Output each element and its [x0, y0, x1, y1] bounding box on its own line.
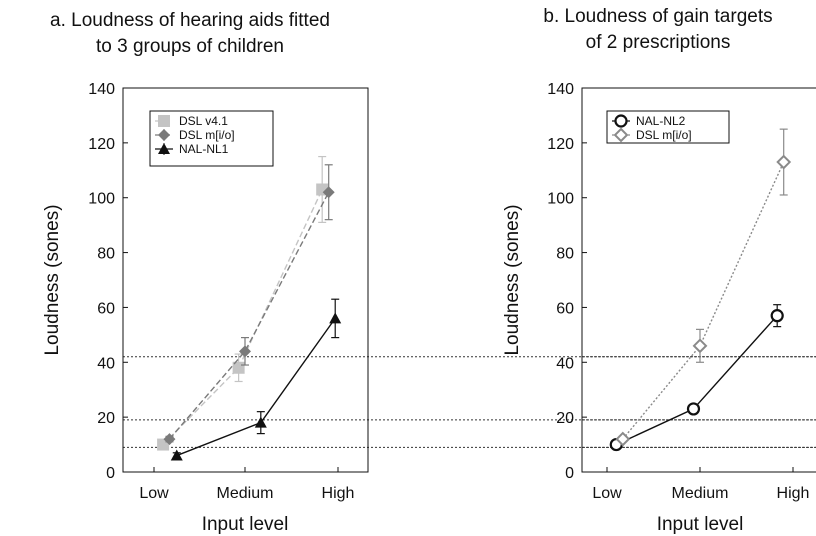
panel-b: b. Loudness of gain targets of 2 prescri…	[502, 6, 816, 535]
panel-b-title-line2: of 2 prescriptions	[586, 32, 731, 53]
x-tick-label: Low	[592, 485, 622, 502]
y-tick-label: 120	[547, 136, 574, 153]
series-nal-nl1	[170, 298, 342, 461]
y-tick-label: 100	[547, 191, 574, 208]
panel-b-title-line1: b. Loudness of gain targets	[543, 6, 772, 27]
y-tick-label: 80	[97, 246, 115, 263]
data-point-nal-nl2	[770, 309, 784, 323]
y-tick-label: 100	[88, 191, 115, 208]
y-tick-label: 80	[556, 246, 574, 263]
panel-a-y-axis-label: Loudness (sones)	[42, 204, 63, 355]
data-point-nal-nl1	[170, 449, 183, 461]
legend-label-dsl-m-i-o: DSL m[i/o]	[179, 128, 235, 142]
series-line-nal-nl2	[616, 315, 778, 446]
legend-label-nal-nl2: NAL-NL2	[636, 114, 686, 128]
data-point-dsl-m-i-o	[776, 154, 792, 170]
legend-marker-dsl-m-i-o	[613, 127, 629, 143]
y-tick-label: 140	[547, 81, 574, 98]
series-nal-nl2	[609, 304, 784, 452]
y-tick-label: 140	[88, 81, 115, 98]
panel-a-x-ticks: Low Medium High	[139, 467, 354, 502]
data-point-dsl-m-i-o	[322, 186, 335, 199]
data-point-dsl-m-i-o	[163, 433, 176, 446]
panel-a-series	[157, 155, 342, 461]
panel-a: a. Loudness of hearing aids fitted to 3 …	[42, 10, 816, 535]
data-point-dsl-m-i-o	[615, 431, 631, 447]
legend-label-nal-nl1: NAL-NL1	[179, 142, 229, 156]
panel-a-y-ticks: 0 20 40 60 80 100 120 140	[88, 81, 128, 482]
y-tick-label: 20	[556, 410, 574, 427]
panel-a-title-line2: to 3 groups of children	[96, 36, 284, 57]
y-tick-label: 40	[556, 355, 574, 372]
y-tick-label: 60	[97, 300, 115, 317]
x-tick-label: Medium	[217, 485, 274, 502]
series-dsl-m-i-o	[615, 128, 792, 447]
data-point-dsl-m-i-o	[239, 345, 251, 358]
x-tick-label: Low	[139, 485, 169, 502]
panel-b-reference-lines	[582, 356, 816, 448]
panel-a-title-line1: a. Loudness of hearing aids fitted	[50, 10, 330, 31]
series-dsl-v4-1	[157, 155, 329, 451]
legend-box	[149, 110, 274, 167]
y-tick-label: 60	[556, 300, 574, 317]
y-tick-label: 20	[97, 410, 115, 427]
data-point-nal-nl1	[254, 416, 267, 428]
x-tick-label: High	[322, 485, 355, 502]
y-tick-label: 120	[88, 136, 115, 153]
legend-marker-dsl-v4-1	[158, 115, 170, 127]
panel-b-y-axis-label: Loudness (sones)	[502, 204, 523, 355]
legend-marker-nal-nl1	[158, 143, 170, 154]
data-point-nal-nl2	[686, 402, 701, 416]
data-point-dsl-m-i-o	[692, 338, 708, 354]
panel-a-x-axis-label: Input level	[202, 514, 289, 535]
panel-b-plot-frame	[581, 87, 816, 473]
panel-b-x-axis-label: Input level	[657, 514, 744, 535]
legend-marker-nal-nl2	[614, 114, 628, 128]
legend-label-dsl-v4-1: DSL v4.1	[179, 114, 228, 128]
panel-b-x-ticks: Low Medium High	[592, 467, 809, 502]
x-tick-label: Medium	[672, 485, 729, 502]
y-tick-label: 0	[106, 465, 115, 482]
x-tick-label: High	[777, 485, 810, 502]
legend-box	[606, 110, 730, 144]
y-tick-label: 0	[565, 465, 574, 482]
panel-b-series	[609, 128, 792, 452]
panel-a-reference-lines	[123, 356, 816, 448]
data-point-nal-nl1	[329, 312, 342, 324]
series-line-dsl-v4-1	[162, 189, 323, 446]
series-line-nal-nl1	[176, 317, 336, 457]
y-tick-label: 40	[97, 355, 115, 372]
legend-label-dsl-m-i-o: DSL m[i/o]	[636, 128, 692, 142]
series-line-dsl-m-i-o	[168, 191, 330, 440]
legend-marker-dsl-m-i-o	[158, 129, 170, 141]
series-dsl-m-i-o	[163, 164, 335, 446]
panel-b-y-ticks: 0 20 40 60 80 100 120 140	[547, 81, 587, 482]
